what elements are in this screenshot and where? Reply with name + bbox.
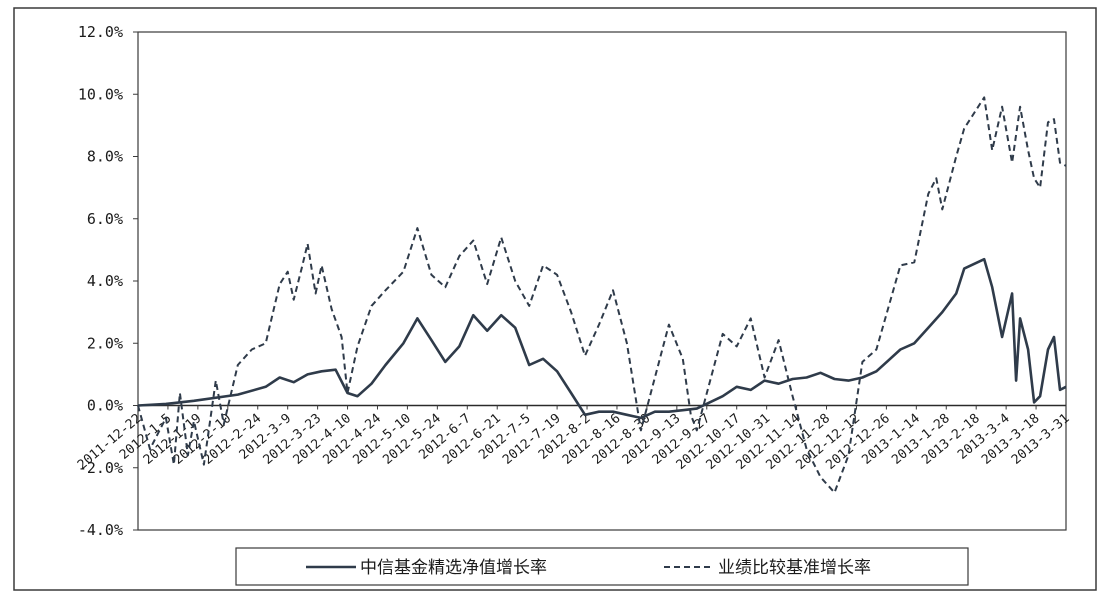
y-tick-label: 2.0% — [87, 334, 123, 352]
legend-label-solid: 中信基金精选净值增长率 — [360, 558, 547, 578]
y-tick-label: -2.0% — [78, 459, 123, 477]
y-axis: 12.0% 10.0% 8.0% 6.0% 4.0% 2.0% 0.0% -2.0% -4.0% — [78, 23, 138, 539]
legend: 中信基金精选净值增长率 业绩比较基准增长率 — [235, 547, 969, 586]
y-tick-label: 10.0% — [78, 85, 123, 103]
series-line-benchmark — [137, 96, 1067, 494]
y-tick-label: -4.0% — [78, 521, 123, 539]
chart-outer-border — [13, 7, 1097, 591]
legend-box — [235, 547, 969, 586]
legend-label-dashed: 业绩比较基准增长率 — [718, 558, 871, 578]
series-line-fund — [137, 257, 1067, 420]
y-tick-label: 8.0% — [87, 148, 123, 166]
y-tick-label: 12.0% — [78, 23, 123, 41]
series-lines — [137, 96, 1067, 494]
y-tick-label: 4.0% — [87, 272, 123, 290]
y-tick-label: 6.0% — [87, 210, 123, 228]
y-tick-label: 0.0% — [87, 397, 123, 415]
